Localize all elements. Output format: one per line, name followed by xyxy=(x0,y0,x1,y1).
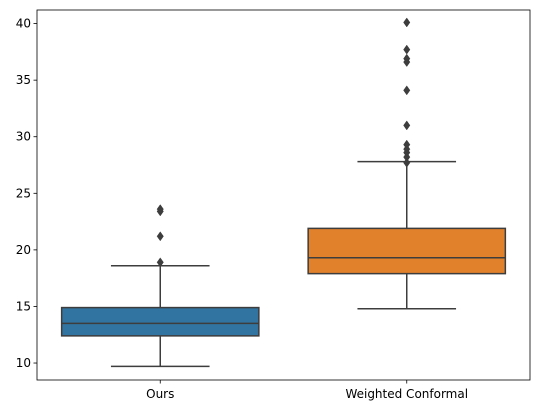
outlier-point xyxy=(156,204,164,215)
boxes-layer xyxy=(60,17,507,368)
iqr-box xyxy=(60,306,260,337)
outlier-point xyxy=(403,120,411,131)
y-tick-label: 20 xyxy=(16,243,31,257)
iqr-box xyxy=(307,227,507,275)
box-group xyxy=(307,17,507,310)
outlier-point xyxy=(403,139,411,150)
x-axis: Ours Weighted Conformal xyxy=(146,380,468,401)
outlier-point xyxy=(403,53,411,64)
outlier-point xyxy=(403,44,411,55)
x-tick-label: Weighted Conformal xyxy=(345,387,468,401)
outlier-point xyxy=(156,257,164,268)
outlier-point xyxy=(403,17,411,28)
outlier-point xyxy=(156,231,164,242)
y-axis: 10 15 20 25 30 35 40 xyxy=(16,17,37,370)
y-tick-label: 25 xyxy=(16,186,31,200)
outlier-point xyxy=(403,85,411,96)
outlier-point xyxy=(403,157,411,168)
plot-frame xyxy=(36,9,531,381)
box-group xyxy=(60,204,260,368)
y-tick-label: 40 xyxy=(16,17,31,31)
y-tick-label: 10 xyxy=(16,356,31,370)
y-tick-label: 30 xyxy=(16,130,31,144)
y-tick-label: 35 xyxy=(16,73,31,87)
x-tick-label: Ours xyxy=(146,387,174,401)
y-tick-label: 15 xyxy=(16,299,31,313)
